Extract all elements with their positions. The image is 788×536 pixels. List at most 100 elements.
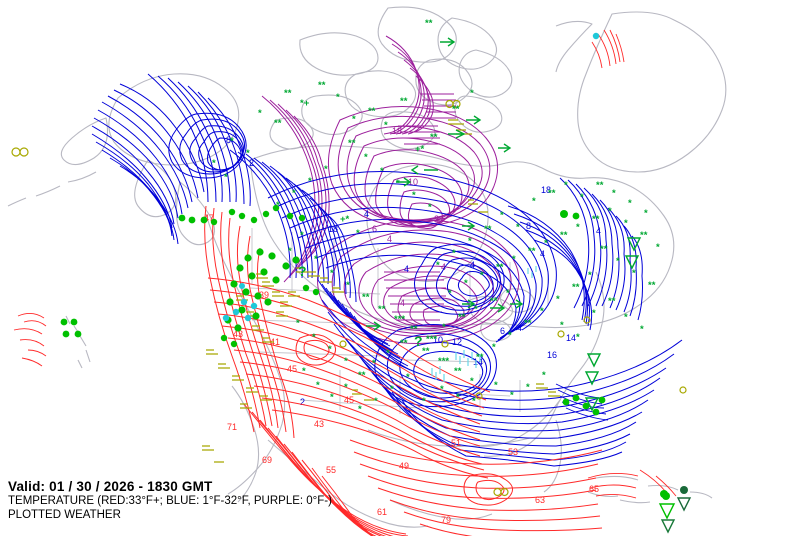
svg-text:6: 6 (500, 326, 505, 336)
svg-text:47: 47 (204, 213, 214, 223)
svg-text:**: ** (410, 324, 418, 335)
svg-text:2: 2 (300, 397, 305, 407)
svg-text:*: * (384, 120, 388, 131)
svg-text:18: 18 (541, 185, 551, 195)
svg-text:2: 2 (249, 158, 254, 168)
svg-text:*: * (544, 238, 548, 249)
svg-text:61: 61 (377, 507, 387, 517)
svg-text:16: 16 (547, 350, 557, 360)
svg-text:*: * (330, 268, 334, 279)
svg-text:?: ? (298, 263, 307, 279)
svg-text:*: * (296, 318, 300, 329)
svg-text:**: ** (400, 96, 408, 107)
svg-text:*: * (492, 342, 496, 353)
svg-text:4: 4 (596, 226, 601, 236)
svg-text:*: * (442, 322, 446, 333)
svg-text:4: 4 (387, 234, 392, 244)
svg-text:+*: +* (340, 214, 350, 225)
svg-text:**: ** (454, 366, 462, 377)
svg-text:*: * (396, 178, 400, 189)
svg-text:*: * (564, 180, 568, 191)
svg-text:41: 41 (270, 337, 280, 347)
snow-shower-symbol-layer (584, 237, 692, 534)
svg-text:*: * (656, 242, 660, 253)
svg-text:*: * (624, 218, 628, 229)
svg-text:*: * (516, 222, 520, 233)
svg-text:10: 10 (433, 335, 443, 345)
svg-text:*: * (580, 192, 584, 203)
svg-text:4: 4 (540, 249, 545, 259)
svg-text:4: 4 (364, 209, 369, 219)
svg-text:**: ** (348, 138, 356, 149)
svg-text:*: * (364, 152, 368, 163)
svg-text:*: * (246, 148, 250, 159)
svg-text:?: ? (414, 333, 423, 349)
svg-text:**: ** (430, 132, 438, 143)
legend-block: Valid: 01 / 30 / 2026 - 1830 GMT TEMPERA… (8, 479, 488, 522)
rain-dot-layer (60, 32, 668, 498)
svg-text:*: * (608, 206, 612, 217)
svg-text:79: 79 (441, 515, 451, 525)
svg-text:6: 6 (372, 224, 377, 234)
svg-text:*: * (358, 404, 362, 415)
svg-text:*: * (556, 294, 560, 305)
svg-text:*: * (344, 356, 348, 367)
svg-text:*: * (346, 280, 350, 291)
svg-text:*: * (576, 332, 580, 343)
svg-text:*: * (592, 308, 596, 319)
svg-text:**: ** (452, 104, 460, 115)
svg-text:*: * (314, 254, 318, 265)
svg-text:*: * (510, 390, 514, 401)
svg-text:65: 65 (589, 484, 599, 494)
svg-text:*: * (480, 270, 484, 281)
svg-text:**: ** (458, 312, 466, 323)
svg-text:8: 8 (226, 135, 231, 145)
svg-text:49: 49 (399, 461, 409, 471)
svg-text:*: * (494, 380, 498, 391)
svg-text:*: * (472, 396, 476, 407)
svg-text:**: ** (640, 230, 648, 241)
svg-text:*: * (470, 88, 474, 99)
svg-text:*: * (308, 176, 312, 187)
svg-text:18: 18 (328, 224, 338, 234)
svg-text:**: ** (608, 296, 616, 307)
svg-text:*: * (588, 270, 592, 281)
svg-text:**: ** (378, 304, 386, 315)
svg-text:*: * (352, 114, 356, 125)
svg-text:*: * (512, 254, 516, 265)
svg-text:14: 14 (566, 333, 576, 343)
svg-text:*: * (526, 382, 530, 393)
svg-text:*: * (474, 304, 478, 315)
svg-text:*: * (470, 376, 474, 387)
svg-text:39: 39 (259, 290, 269, 300)
svg-text:8: 8 (526, 221, 531, 231)
svg-text:*: * (632, 268, 636, 279)
svg-text:***: *** (438, 356, 449, 367)
svg-text:**: ** (524, 318, 532, 329)
svg-text:4: 4 (517, 323, 522, 333)
svg-text:55: 55 (326, 465, 336, 475)
svg-text:*: * (224, 172, 228, 183)
svg-text:*: * (330, 392, 334, 403)
svg-text:4: 4 (400, 298, 405, 308)
svg-text:**: ** (425, 18, 433, 29)
svg-text:*: * (336, 92, 340, 103)
valid-time-line: Valid: 01 / 30 / 2026 - 1830 GMT (8, 479, 213, 494)
svg-text:*: * (540, 306, 544, 317)
unknown-weather-symbol-layer: ? ? (298, 263, 423, 349)
svg-text:*: * (288, 246, 292, 257)
svg-text:*: * (624, 312, 628, 323)
svg-text:**: ** (484, 224, 492, 235)
svg-text:18: 18 (392, 126, 402, 136)
snow-symbol-layer: **** **+* *** ***+ *** *** ** ** *** ***… (212, 18, 660, 415)
svg-text:*: * (258, 108, 262, 119)
svg-text:***: *** (426, 334, 437, 345)
svg-text:**: ** (496, 262, 504, 273)
svg-text:**: ** (560, 230, 568, 241)
svg-text:*: * (386, 348, 390, 359)
svg-text:51: 51 (451, 438, 461, 448)
svg-text:*: * (276, 200, 280, 211)
svg-text:*: * (506, 288, 510, 299)
